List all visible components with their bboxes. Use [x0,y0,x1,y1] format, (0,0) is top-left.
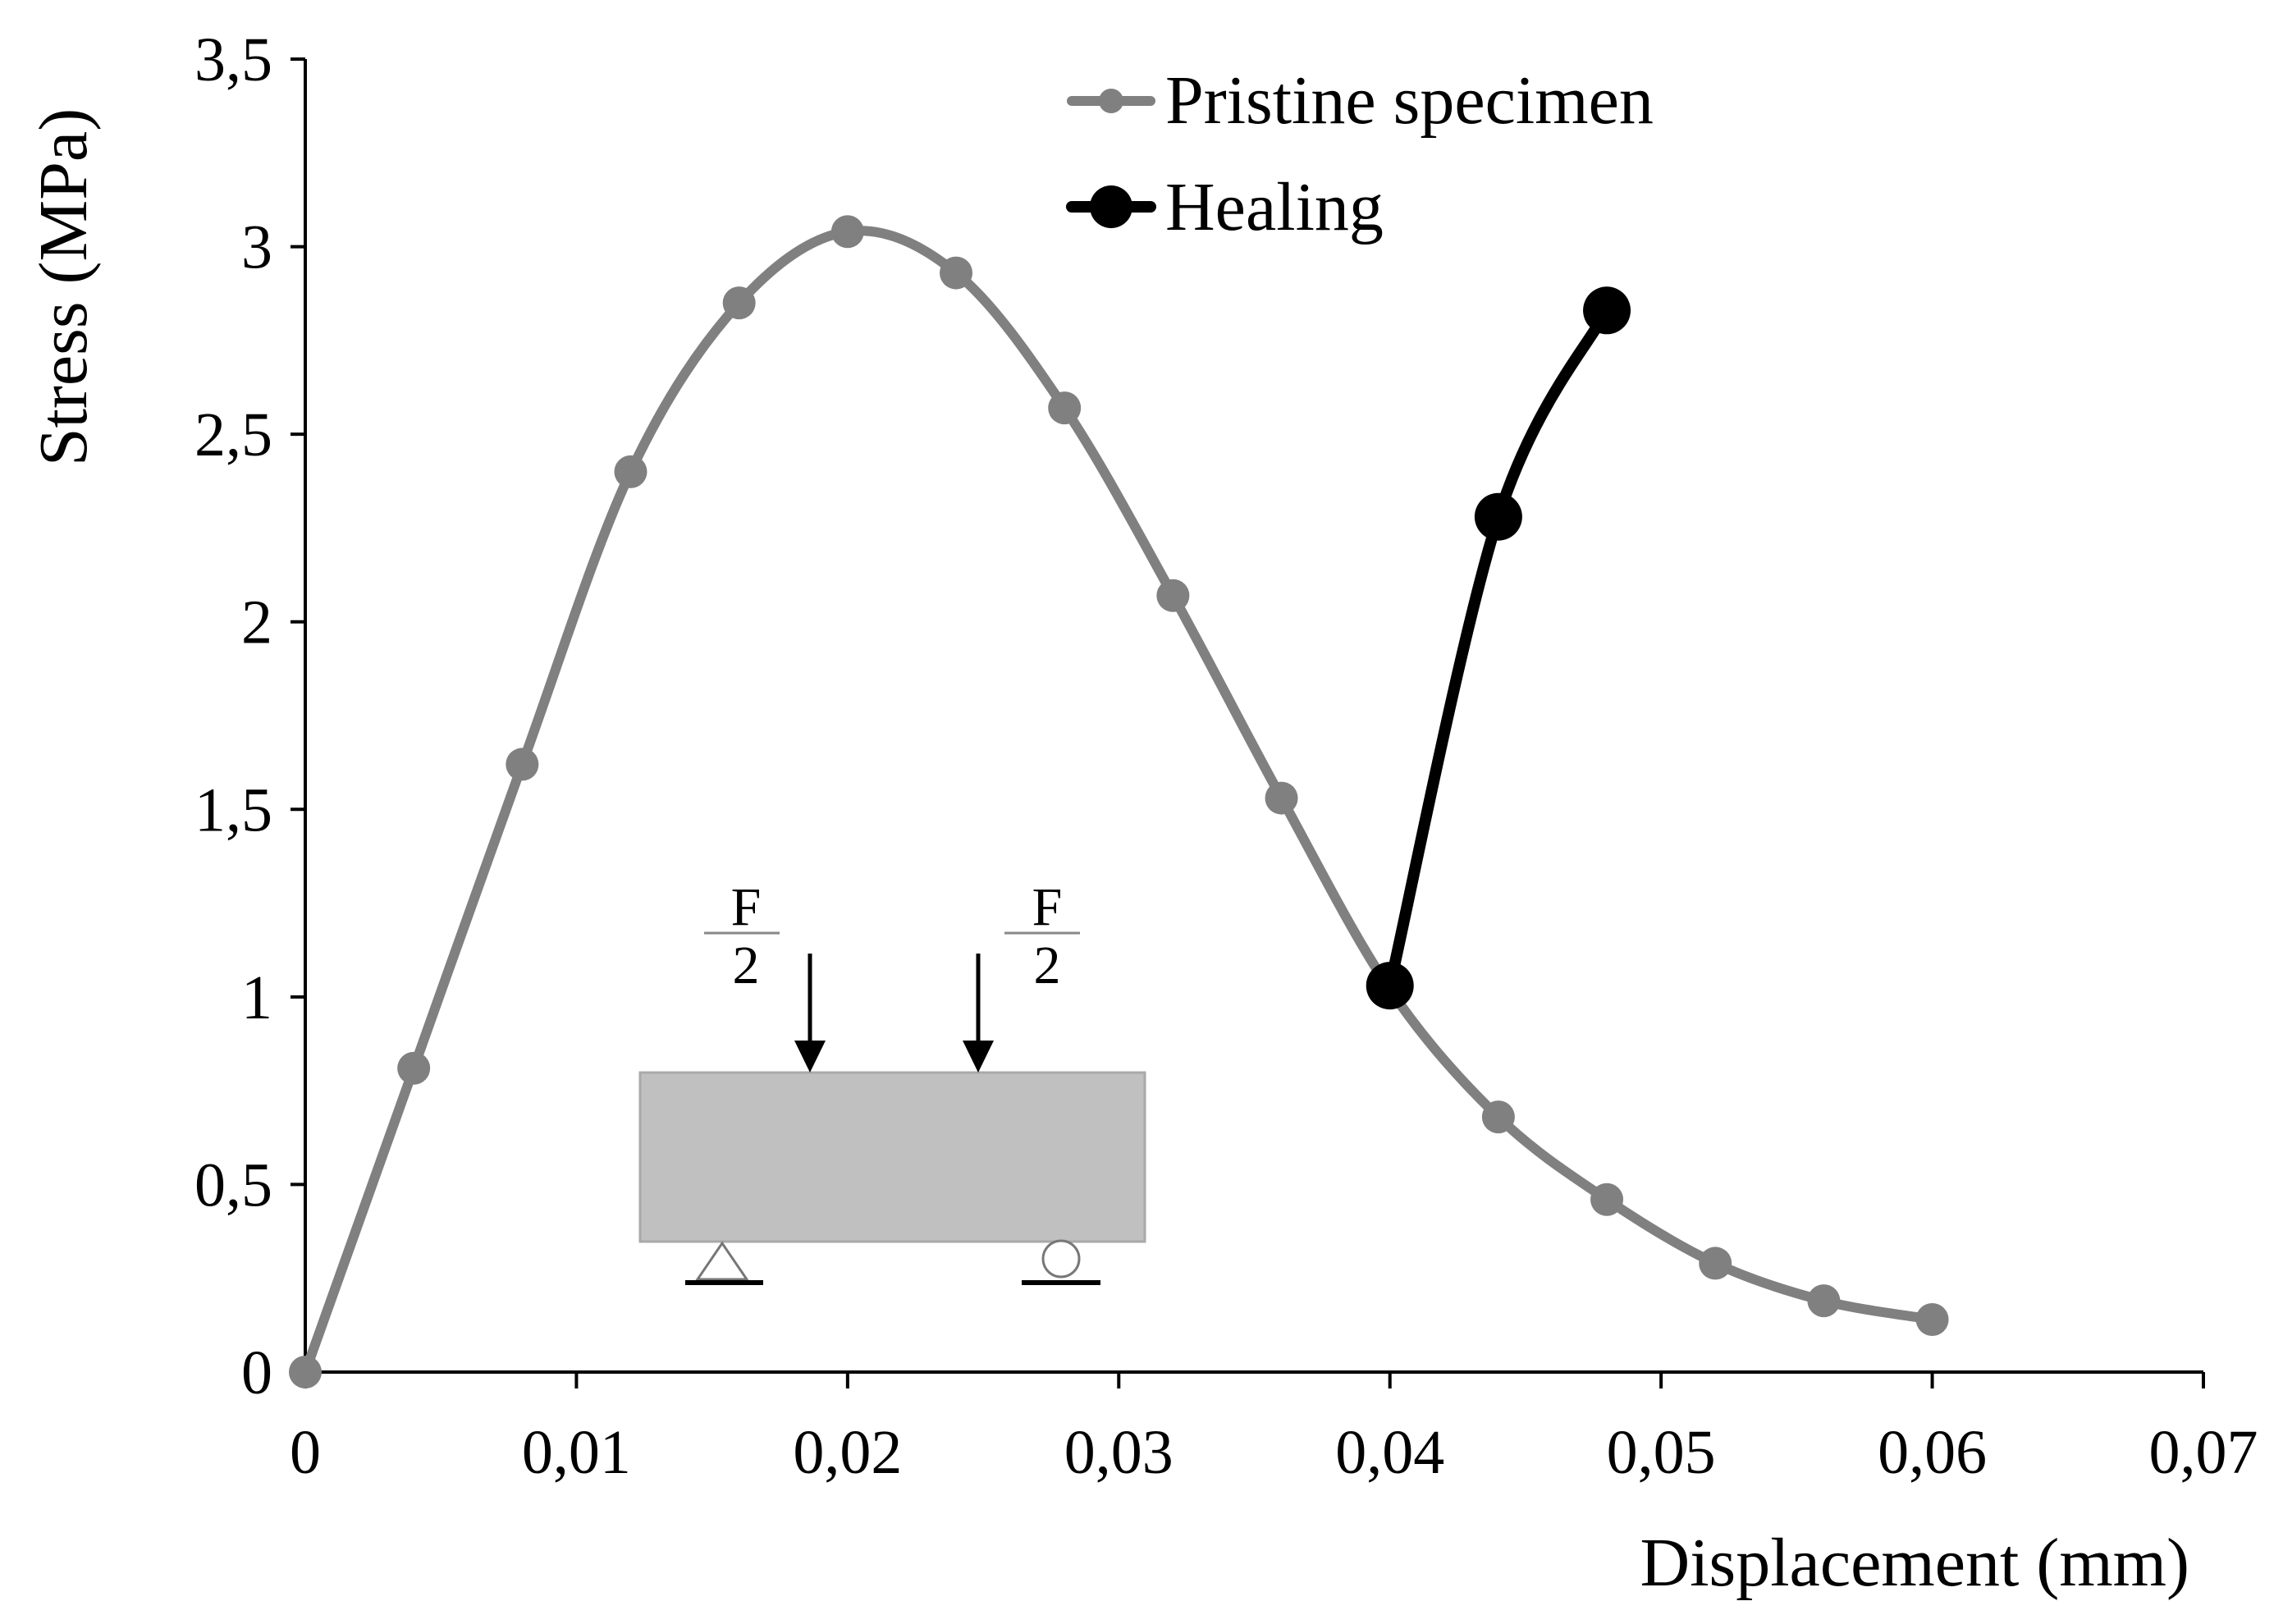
load-left-denominator: 2 [733,936,760,995]
data-point-pristine [1590,1183,1624,1216]
x-tick-label: 0,04 [1335,1418,1444,1487]
series-layer [289,215,1949,1388]
data-point-pristine [1915,1303,1949,1336]
y-tick-label: 1 [241,963,272,1032]
data-point-healing [1366,962,1414,1010]
series-line-healing [1384,304,1613,992]
load-right-arrow-head [963,1041,994,1073]
pin-support-triangle [695,1241,749,1281]
data-point-pristine [1481,1100,1515,1134]
legend-label-healing: Healing [1165,169,1384,245]
y-tick-label: 2 [241,588,272,657]
data-point-pristine [1265,781,1298,815]
data-point-pristine [940,256,973,290]
y-tick-label: 3,5 [194,25,272,94]
roller-support-circle [1041,1239,1081,1279]
legend-swatch-healing-marker [1090,185,1132,228]
data-point-pristine [397,1051,431,1085]
load-right-denominator: 2 [1034,936,1061,995]
x-tick-label: 0 [290,1418,321,1487]
y-tick-label: 0,5 [194,1151,272,1219]
data-point-pristine [1156,579,1190,612]
x-tick-label: 0,07 [2149,1418,2258,1487]
data-point-healing [1583,286,1631,335]
load-left-numerator: F [731,877,762,937]
data-point-pristine [722,286,756,320]
y-tick-label: 3 [241,213,272,282]
data-point-pristine [1699,1247,1732,1280]
legend: Pristine specimen Healing [1066,62,1654,245]
legend-label-pristine: Pristine specimen [1165,62,1654,139]
data-point-pristine [289,1356,322,1388]
x-tick-label: 0,03 [1064,1418,1174,1487]
x-axis-title: Displacement (mm) [1640,1525,2189,1601]
data-point-pristine [506,748,539,781]
x-tick-label: 0,06 [1878,1418,1987,1487]
x-tick-label: 0,05 [1607,1418,1716,1487]
x-ticks: 0 0,01 0,02 0,03 0,04 0,05 0,06 0,07 [290,1372,2258,1487]
data-point-pristine [1807,1284,1841,1318]
load-right-numerator: F [1032,877,1063,937]
bending-test-inset: F 2 F 2 [638,877,1146,1285]
data-point-pristine [614,455,647,488]
x-tick-label: 0,01 [522,1418,631,1487]
y-tick-label: 2,5 [194,400,272,469]
y-ticks: 0 0,5 1 1,5 2 2,5 3 3,5 [194,25,305,1407]
load-left-arrow-head [794,1041,826,1073]
legend-swatch-pristine-marker [1099,89,1123,113]
beam-specimen [638,1071,1146,1243]
y-axis-title: Stress (MPa) [25,108,102,466]
data-point-healing [1474,492,1522,541]
y-tick-label: 1,5 [194,775,272,844]
data-point-pristine [1048,391,1082,425]
y-tick-label: 0 [241,1338,272,1407]
x-tick-label: 0,02 [793,1418,902,1487]
data-point-pristine [830,215,864,249]
